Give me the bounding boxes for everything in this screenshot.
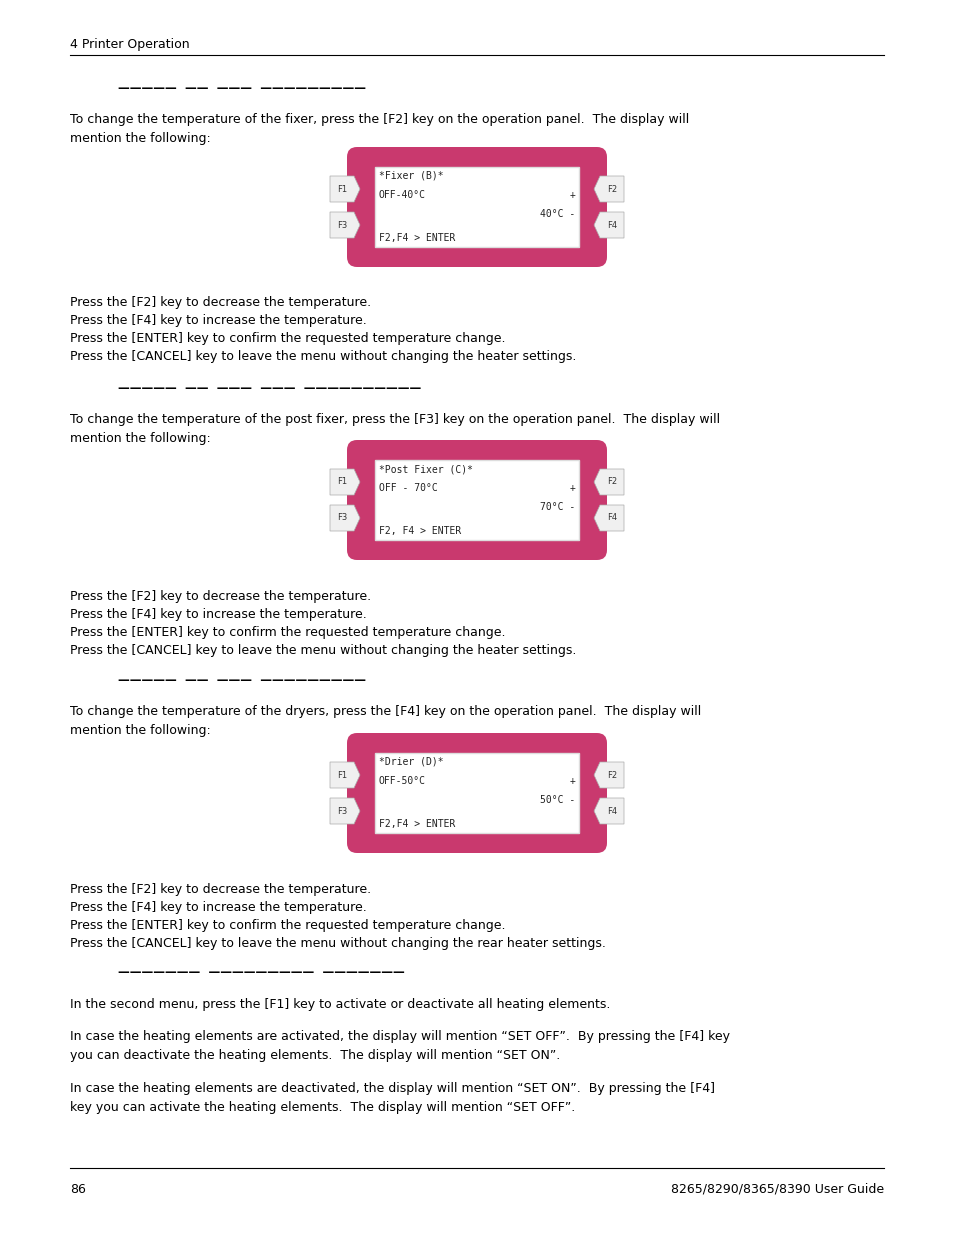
Text: F1: F1 [336,478,347,487]
Text: 50°C -: 50°C - [539,795,575,805]
Text: Press the [CANCEL] key to leave the menu without changing the rear heater settin: Press the [CANCEL] key to leave the menu… [70,937,605,950]
Text: Press the [F2] key to decrease the temperature.: Press the [F2] key to decrease the tempe… [70,296,371,309]
FancyBboxPatch shape [347,734,606,853]
Text: F4: F4 [606,806,617,815]
Text: Press the [F4] key to increase the temperature.: Press the [F4] key to increase the tempe… [70,608,366,621]
Text: Press the [F2] key to decrease the temperature.: Press the [F2] key to decrease the tempe… [70,883,371,897]
Text: F4: F4 [606,221,617,230]
Text: 40°C -: 40°C - [539,209,575,219]
Text: *Drier (D)*: *Drier (D)* [378,757,443,767]
Polygon shape [594,762,623,788]
Polygon shape [330,177,359,203]
Polygon shape [594,798,623,824]
Text: To change the temperature of the fixer, press the [F2] key on the operation pane: To change the temperature of the fixer, … [70,112,688,144]
Polygon shape [330,212,359,238]
Text: In the second menu, press the [F1] key to activate or deactivate all heating ele: In the second menu, press the [F1] key t… [70,998,610,1011]
Text: OFF-40°C: OFF-40°C [378,190,426,200]
Text: OFF-50°C: OFF-50°C [378,776,426,785]
Text: —————  ——  ———  —————————: ————— —— ——— ————————— [118,82,366,95]
Text: 70°C -: 70°C - [539,503,575,513]
Text: Press the [F4] key to increase the temperature.: Press the [F4] key to increase the tempe… [70,314,366,327]
Polygon shape [330,469,359,495]
Text: F3: F3 [336,221,347,230]
Text: To change the temperature of the post fixer, press the [F3] key on the operation: To change the temperature of the post fi… [70,412,720,445]
Text: Press the [ENTER] key to confirm the requested temperature change.: Press the [ENTER] key to confirm the req… [70,332,505,345]
Text: +: + [569,483,575,493]
Polygon shape [594,177,623,203]
Text: F4: F4 [606,514,617,522]
Text: 86: 86 [70,1183,86,1195]
Text: *Fixer (B)*: *Fixer (B)* [378,170,443,182]
Text: F2: F2 [606,478,617,487]
Text: Press the [F4] key to increase the temperature.: Press the [F4] key to increase the tempe… [70,902,366,914]
Text: Press the [ENTER] key to confirm the requested temperature change.: Press the [ENTER] key to confirm the req… [70,626,505,638]
Text: ———————  —————————  ———————: ——————— ————————— ——————— [118,966,404,978]
FancyBboxPatch shape [375,167,578,247]
Polygon shape [330,798,359,824]
Polygon shape [330,762,359,788]
Text: F2,F4 > ENTER: F2,F4 > ENTER [378,819,455,829]
Text: +: + [569,776,575,785]
Text: —————  ——  ———  —————————: ————— —— ——— ————————— [118,673,366,687]
FancyBboxPatch shape [347,440,606,559]
Text: Press the [ENTER] key to confirm the requested temperature change.: Press the [ENTER] key to confirm the req… [70,919,505,932]
Text: —————  ——  ———  ———  ——————————: ————— —— ——— ——— —————————— [118,382,421,394]
Text: In case the heating elements are activated, the display will mention “SET OFF”. : In case the heating elements are activat… [70,1030,729,1062]
FancyBboxPatch shape [347,147,606,267]
Text: OFF - 70°C: OFF - 70°C [378,483,437,493]
Polygon shape [594,505,623,531]
Text: 4 Printer Operation: 4 Printer Operation [70,38,190,51]
Text: F2, F4 > ENTER: F2, F4 > ENTER [378,526,460,536]
Text: F1: F1 [336,771,347,779]
Text: 8265/8290/8365/8390 User Guide: 8265/8290/8365/8390 User Guide [670,1183,883,1195]
Text: Press the [CANCEL] key to leave the menu without changing the heater settings.: Press the [CANCEL] key to leave the menu… [70,643,576,657]
Text: F3: F3 [336,806,347,815]
Text: F2: F2 [606,771,617,779]
Polygon shape [594,212,623,238]
Text: Press the [CANCEL] key to leave the menu without changing the heater settings.: Press the [CANCEL] key to leave the menu… [70,350,576,363]
Text: F3: F3 [336,514,347,522]
Text: F1: F1 [336,184,347,194]
FancyBboxPatch shape [375,753,578,832]
Text: In case the heating elements are deactivated, the display will mention “SET ON”.: In case the heating elements are deactiv… [70,1082,714,1114]
Polygon shape [330,505,359,531]
Text: *Post Fixer (C)*: *Post Fixer (C)* [378,464,473,474]
FancyBboxPatch shape [375,459,578,540]
Polygon shape [594,469,623,495]
Text: To change the temperature of the dryers, press the [F4] key on the operation pan: To change the temperature of the dryers,… [70,705,700,737]
Text: F2: F2 [606,184,617,194]
Text: Press the [F2] key to decrease the temperature.: Press the [F2] key to decrease the tempe… [70,590,371,603]
Text: +: + [569,190,575,200]
Text: F2,F4 > ENTER: F2,F4 > ENTER [378,233,455,243]
